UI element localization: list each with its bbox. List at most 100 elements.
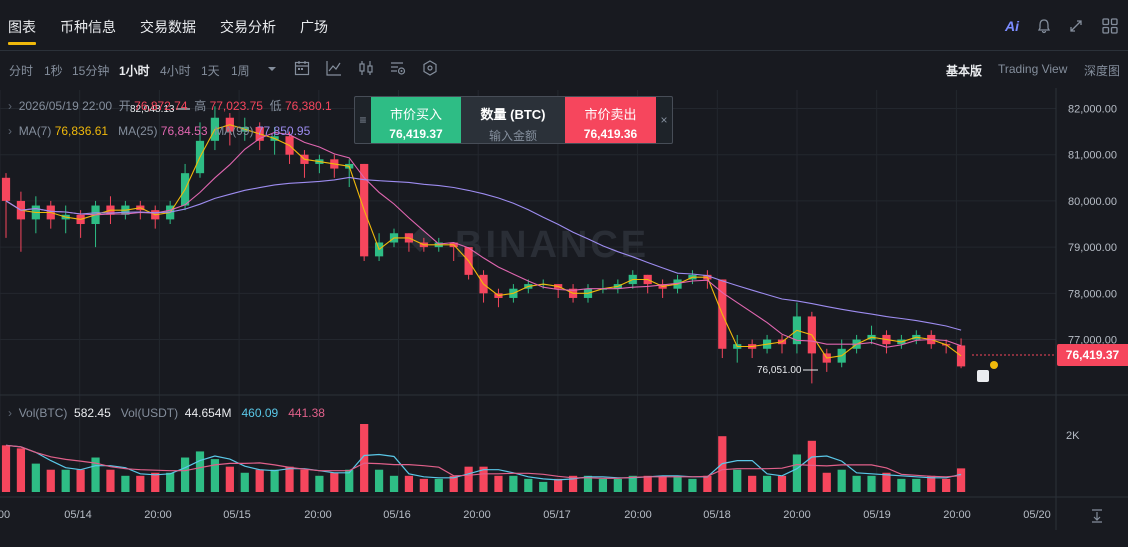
drag-handle-icon[interactable]: ≡ [359,113,367,127]
volume-bar [956,468,966,492]
binance-watermark: BINANCE [455,224,649,266]
market-sell-button[interactable]: 市价卖出 76,419.36 [565,97,656,143]
timeframe-1h[interactable]: 1小时 [119,64,150,78]
volume-bar [942,478,951,492]
quantity-label: 数量 (BTC) [480,107,546,122]
chart-toolbar: 分时 1秒 15分钟 1小时 4小时 1天 1周 基本版 Trading Vie… [0,52,1128,86]
market-buy-button[interactable]: 市价买入 76,419.37 [371,97,461,143]
volume-bar [106,469,115,492]
fullscreen-icon[interactable] [1066,16,1086,36]
volume-bar [762,475,772,492]
volume-bar [613,478,622,492]
ohlc-date: 2026/05/19 22:00 [18,99,113,113]
volume-bar [389,475,399,492]
high-value: 77,023.75 [209,99,263,113]
vol-ma2-value: 441.38 [288,406,325,420]
volume-bar [136,475,145,492]
hexagon-settings-icon[interactable] [421,59,439,77]
reset-scale-icon[interactable] [1092,509,1102,523]
market-buy-label: 市价买入 [389,107,442,122]
tab-trading-data[interactable]: 交易数据 [140,19,196,35]
time-axis-label: 20:00 [144,509,172,521]
volume-bar [180,457,190,492]
timeframe-1w[interactable]: 1周 [231,64,250,78]
live-dot [990,361,998,369]
volume-bar [822,472,831,492]
candle-body [1,177,11,201]
tab-coin-info[interactable]: 币种信息 [60,19,116,35]
volume-bar [927,475,936,492]
ma25-value-tail: 4.53 [184,124,208,138]
open-label: 开 [118,99,131,113]
volume-bar [46,469,55,492]
grid-layout-icon[interactable] [1100,16,1120,36]
price-axis-label: 77,000.00 [1068,335,1117,347]
vol-btc-value: 582.45 [74,406,111,420]
volume-bar [837,469,846,492]
time-axis-label: 05/15 [223,509,251,521]
view-depth-chart[interactable]: 深度图 [1084,64,1121,78]
bell-icon[interactable] [1034,16,1054,36]
volume-bar [583,475,593,492]
timeframe-1d[interactable]: 1天 [201,64,220,78]
price-axis-label: 81,000.00 [1068,150,1117,162]
collapse-arrow-icon[interactable]: › [8,99,16,113]
indicator-chart-icon[interactable] [325,59,343,77]
volume-bar [374,469,384,492]
timeframe-1s[interactable]: 1秒 [44,64,63,78]
ai-icon[interactable]: Ai [1005,18,1019,34]
ma99-line [5,176,962,331]
volume-bar [897,478,906,492]
volume-legend: › Vol(BTC) 582.45 Vol(USDT) 44.654M 460.… [8,406,325,420]
volume-bar [509,475,518,492]
view-basic[interactable]: 基本版 [946,64,983,78]
vol-usdt-label: Vol(USDT) [120,406,179,420]
volume-bar [1,445,11,492]
volume-ma2-line [5,444,962,479]
time-axis-label: 05/17 [543,509,571,521]
ma25-value: 76,8 [160,124,185,138]
volume-bar [464,466,473,492]
volume-bar [210,459,220,492]
chevron-down-icon[interactable] [263,59,281,77]
tab-chart[interactable]: 图表 [8,19,36,35]
volume-bar [643,475,652,492]
quantity-input[interactable]: 数量 (BTC) 输入金额 [461,97,565,143]
vol-btc-label: Vol(BTC) [18,406,68,420]
volume-bar [777,475,787,492]
ma25-label: MA(25) [118,124,158,138]
volume-bar [703,475,712,492]
timeframe-time-share[interactable]: 分时 [9,64,34,78]
active-tab-indicator [8,42,36,45]
view-trading-view[interactable]: Trading View [998,62,1068,76]
time-axis-label: 05/19 [863,509,891,521]
volume-bar [225,466,234,492]
tab-square[interactable]: 广场 [300,19,328,35]
time-axis-label: 00 [0,509,10,521]
candlestick-icon[interactable] [357,59,375,77]
calendar-icon[interactable] [293,59,311,77]
volume-bar [658,475,667,492]
collapse-arrow-icon[interactable]: › [8,124,16,138]
volume-bar [166,472,175,492]
market-buy-price: 76,419.37 [389,127,443,141]
volume-bar [912,478,921,492]
volume-bar [449,475,458,492]
volume-bar [255,469,264,492]
close-icon[interactable]: × [660,113,668,127]
volume-bar [76,469,85,492]
volume-bar [404,475,414,492]
timeframe-4h[interactable]: 4小时 [160,64,191,78]
volume-bar [121,475,130,492]
volume-bar [494,475,503,492]
collapse-arrow-icon[interactable]: › [8,406,16,420]
price-axis-label: 82,000.00 [1068,103,1117,115]
timeframe-15m[interactable]: 15分钟 [72,64,110,78]
chart-settings-icon[interactable] [389,59,407,77]
ohlc-legend: › 2026/05/19 22:00 开 76,872.74 高 77,023.… [8,97,332,114]
tab-trading-analysis[interactable]: 交易分析 [220,19,276,35]
time-axis-label: 20:00 [304,509,332,521]
ma-legend: › MA(7) 76,836.61 MA(25) 76,84.53 MA(99)… [8,124,310,138]
current-price-tag: 76,419.37 [1057,344,1128,366]
